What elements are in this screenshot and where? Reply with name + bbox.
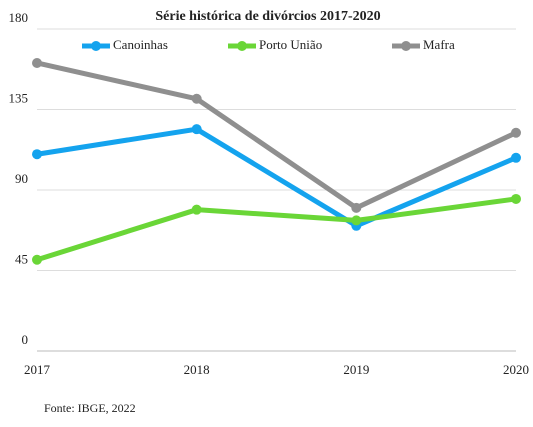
series-line [36, 60, 518, 211]
legend-label: Mafra [423, 37, 455, 52]
y-tick-label: 0 [22, 332, 29, 347]
x-tick-label: 2018 [184, 362, 210, 377]
source-note: Fonte: IBGE, 2022 [44, 401, 136, 415]
series-line [36, 126, 517, 229]
data-point [191, 124, 202, 135]
legend-marker [401, 41, 411, 51]
legend-label: Porto União [259, 37, 322, 52]
data-point [511, 152, 521, 163]
data-point [511, 127, 521, 138]
legend-label: Canoinhas [113, 37, 168, 52]
data-point [511, 193, 521, 204]
y-tick-label: 180 [9, 10, 29, 25]
data-point [32, 254, 42, 265]
legend-marker [91, 41, 101, 51]
chart-title: Série histórica de divórcios 2017-2020 [155, 9, 380, 24]
data-point [191, 204, 202, 215]
y-tick-label: 45 [15, 251, 28, 266]
data-point [32, 57, 42, 68]
y-tick-label: 90 [15, 171, 28, 186]
x-tick-label: 2019 [343, 362, 369, 377]
data-point [191, 93, 202, 104]
x-tick-label: 2017 [24, 362, 51, 377]
data-point [32, 149, 42, 160]
legend-marker [237, 41, 247, 51]
y-tick-label: 135 [9, 90, 29, 105]
x-tick-label: 2020 [503, 362, 529, 377]
data-point [351, 202, 362, 213]
data-point [351, 215, 362, 226]
series-line [36, 196, 517, 263]
